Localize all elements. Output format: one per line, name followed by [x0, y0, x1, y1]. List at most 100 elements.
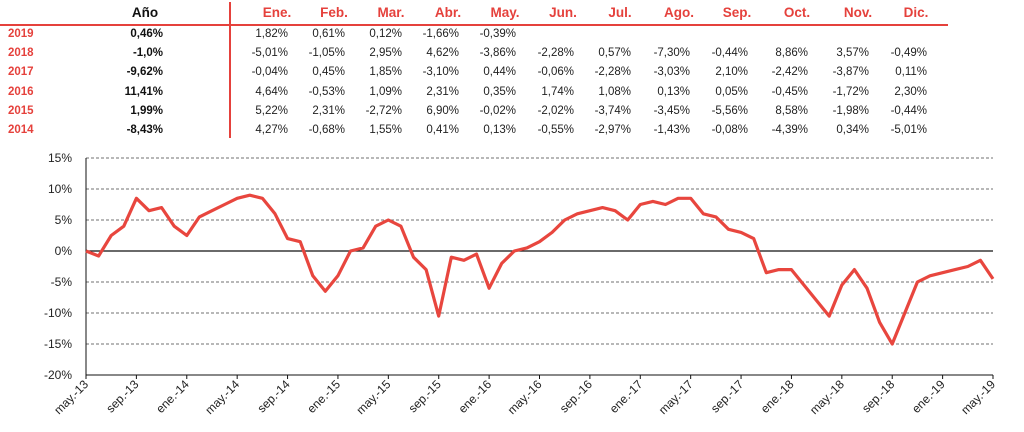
- x-tick-label: sep.-17: [708, 377, 746, 415]
- month-return-cell: 0,44%: [483, 66, 516, 79]
- x-tick-label: ene.-18: [758, 377, 797, 416]
- table-row: 2017 -9,62% -0,04% 0,45% 1,85% -3,10% 0,44% -0,…: [0, 63, 1024, 81]
- header-divider: [0, 24, 948, 26]
- x-tick-label: may.-19: [958, 377, 998, 417]
- month-return-cell: 0,13%: [483, 124, 516, 136]
- month-return-cell: 0,11%: [895, 66, 927, 79]
- month-return-cell: -1,43%: [653, 124, 690, 136]
- y-tick-label: 10%: [48, 182, 72, 196]
- month-return-cell: 1,82%: [255, 28, 288, 40]
- month-header: Jun.: [549, 5, 577, 20]
- month-header: Mar.: [377, 5, 405, 20]
- row-year: 2014: [8, 124, 34, 136]
- x-axis: may.-13 sep.-13 ene.-14 may.-14 sep.-14 ene.-…: [51, 374, 998, 417]
- row-annual-return: -9,62%: [126, 66, 163, 79]
- month-return-cell: 1,08%: [598, 85, 631, 98]
- month-header: Nov.: [843, 5, 873, 20]
- month-return-cell: [636, 25, 690, 43]
- month-return-cell: -5,01%: [890, 124, 927, 136]
- month-return-cell: [694, 25, 748, 43]
- month-return-cell: -7,30%: [653, 47, 690, 60]
- month-return-cell: -0,68%: [308, 124, 345, 136]
- month-return-cell: 6,90%: [426, 104, 459, 117]
- x-tick-label: may.-15: [354, 377, 394, 417]
- month-return-cell: 4,62%: [426, 47, 459, 60]
- month-header: Sep.: [722, 5, 752, 20]
- row-annual-return: -8,43%: [126, 124, 163, 136]
- month-return-cell: -2,42%: [771, 66, 808, 79]
- month-return-cell: -0,39%: [479, 28, 516, 40]
- y-axis: 15% 10% 5% 0% -5% -10% -15% -20%: [44, 151, 72, 382]
- y-tick-label: 15%: [48, 151, 72, 165]
- row-annual-return: 1,99%: [130, 104, 163, 117]
- month-header: Oct.: [783, 5, 811, 20]
- month-return-cell: -3,45%: [653, 104, 690, 117]
- month-return-cell: 8,58%: [775, 104, 808, 117]
- month-return-cell: 0,34%: [836, 124, 869, 136]
- y-tick-label: -5%: [51, 275, 73, 289]
- month-return-cell: -2,28%: [537, 47, 574, 60]
- month-return-cell: 0,12%: [369, 28, 402, 40]
- x-tick-label: sep.-15: [406, 377, 444, 415]
- month-header: Jul.: [608, 5, 632, 20]
- table-row: 2016 11,41% 4,64% -0,53% 1,09% 2,31% 0,35% 1,74…: [0, 83, 1024, 101]
- month-header: May.: [490, 5, 520, 20]
- y-tick-label: -20%: [44, 368, 72, 382]
- monthly-returns-table: Año Ene. Feb. Mar. Abr. May. Jun. Jul. A…: [0, 0, 1024, 150]
- row-year: 2015: [8, 104, 34, 117]
- x-tick-label: may.-13: [51, 377, 91, 417]
- y-tick-label: 0%: [55, 244, 73, 258]
- month-return-cell: -0,04%: [251, 66, 288, 79]
- x-tick-label: sep.-18: [859, 377, 897, 415]
- month-return-cell: -0,06%: [537, 66, 574, 79]
- x-tick-label: ene.-14: [153, 377, 192, 416]
- x-tick-label: may.-17: [656, 377, 696, 417]
- row-year: 2019: [8, 28, 34, 40]
- month-return-cell: 1,74%: [541, 85, 574, 98]
- month-header: Dic.: [903, 5, 929, 20]
- month-return-cell: 0,35%: [483, 85, 516, 98]
- month-return-cell: 0,61%: [312, 28, 345, 40]
- row-annual-return: -1,0%: [132, 47, 163, 60]
- y-tick-label: -15%: [44, 337, 72, 351]
- month-return-cell: 4,64%: [255, 85, 288, 98]
- row-annual-return: 11,41%: [124, 85, 163, 98]
- month-return-cell: [754, 25, 808, 43]
- month-header: Abr.: [434, 5, 462, 20]
- x-tick-label: may.-16: [505, 377, 545, 417]
- row-year: 2018: [8, 47, 34, 60]
- month-return-cell: -0,44%: [890, 104, 927, 117]
- table-row: 2014 -8,43% 4,27% -0,68% 1,55% 0,41% 0,13% -0,5…: [0, 121, 1024, 139]
- month-return-cell: -2,28%: [594, 66, 631, 79]
- month-return-cell: 4,27%: [255, 124, 288, 136]
- month-return-cell: -3,10%: [422, 66, 459, 79]
- month-return-cell: 2,95%: [369, 47, 402, 60]
- row-year: 2016: [8, 85, 34, 98]
- month-return-cell: [815, 25, 869, 43]
- month-return-cell: -3,86%: [479, 47, 516, 60]
- month-return-cell: 0,05%: [715, 85, 748, 98]
- x-tick-label: may.-14: [202, 377, 242, 417]
- month-return-cell: -3,03%: [653, 66, 690, 79]
- month-return-cell: -3,74%: [594, 104, 631, 117]
- x-tick-label: ene.-15: [304, 377, 343, 416]
- year-column-header: Año: [131, 5, 159, 20]
- month-return-cell: -0,44%: [711, 47, 748, 60]
- month-return-cell: -2,72%: [365, 104, 402, 117]
- month-header: Ene.: [262, 5, 292, 20]
- x-tick-label: ene.-16: [456, 377, 495, 416]
- month-return-cell: 0,13%: [657, 85, 690, 98]
- month-return-cell: -0,45%: [771, 85, 808, 98]
- x-tick-label: sep.-13: [103, 377, 141, 415]
- month-return-cell: 1,09%: [369, 85, 402, 98]
- row-year: 2017: [8, 66, 34, 79]
- month-return-cell: 3,57%: [836, 47, 869, 60]
- month-return-cell: 1,85%: [369, 66, 402, 79]
- month-return-cell: 1,55%: [369, 124, 402, 136]
- month-return-cell: -0,55%: [537, 124, 574, 136]
- row-annual-return: 0,46%: [130, 28, 163, 40]
- table-header-row: Año Ene. Feb. Mar. Abr. May. Jun. Jul. A…: [0, 4, 1024, 22]
- x-tick-label: ene.-19: [909, 377, 948, 416]
- month-return-cell: -1,66%: [422, 28, 459, 40]
- month-return-cell: -5,56%: [711, 104, 748, 117]
